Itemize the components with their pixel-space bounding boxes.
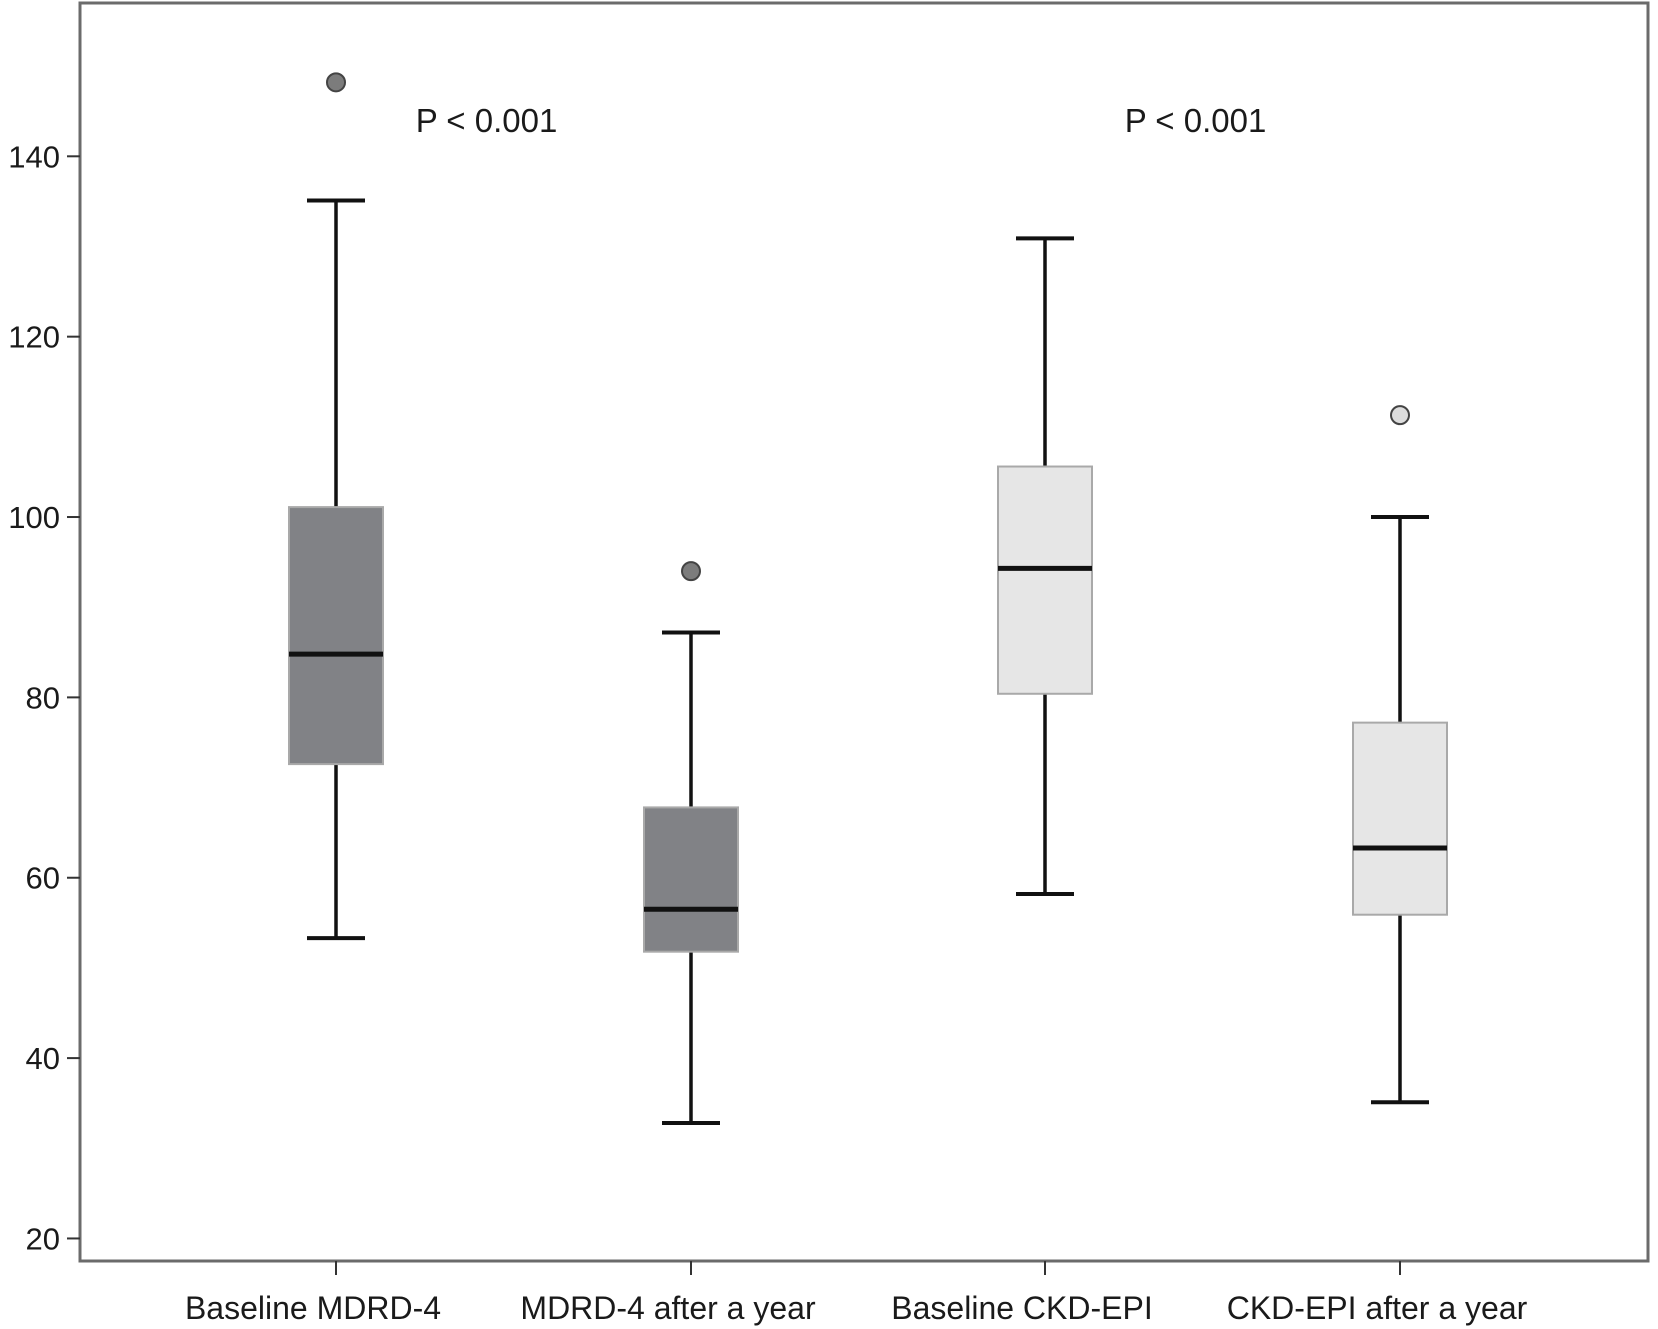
box-series xyxy=(288,72,1448,1126)
outlier-point xyxy=(1390,405,1410,426)
box-1 xyxy=(288,72,384,941)
y-tick-label: 140 xyxy=(8,139,60,174)
category-labels: Baseline MDRD-4 MDRD-4 after a year Baseli… xyxy=(185,1290,1528,1326)
category-label: CKD-EPI after a year xyxy=(1227,1290,1528,1326)
p-value-annotation: P < 0.001 xyxy=(416,102,558,139)
outlier-point xyxy=(326,72,346,93)
iqr-box xyxy=(288,506,384,766)
y-tick-label: 80 xyxy=(26,680,60,715)
outlier-point xyxy=(681,561,701,582)
y-tick-label: 20 xyxy=(26,1221,60,1256)
p-value-annotation: P < 0.001 xyxy=(1125,102,1267,139)
category-label: Baseline CKD-EPI xyxy=(891,1290,1152,1326)
y-tick-label: 120 xyxy=(8,320,60,355)
axis-ticks: 20 40 60 80 100 120 140 xyxy=(8,139,1401,1275)
annotations: P < 0.001 P < 0.001 xyxy=(416,102,1267,139)
box-3 xyxy=(997,236,1093,896)
box-2 xyxy=(643,561,739,1126)
iqr-box xyxy=(1352,721,1448,916)
iqr-box xyxy=(997,465,1093,695)
y-tick-label: 40 xyxy=(26,1041,60,1076)
iqr-box xyxy=(643,806,739,953)
category-label: Baseline MDRD-4 xyxy=(185,1290,441,1326)
category-label: MDRD-4 after a year xyxy=(520,1290,816,1326)
box-4 xyxy=(1352,405,1448,1105)
y-tick-label: 100 xyxy=(8,500,60,535)
y-tick-label: 60 xyxy=(26,861,60,896)
